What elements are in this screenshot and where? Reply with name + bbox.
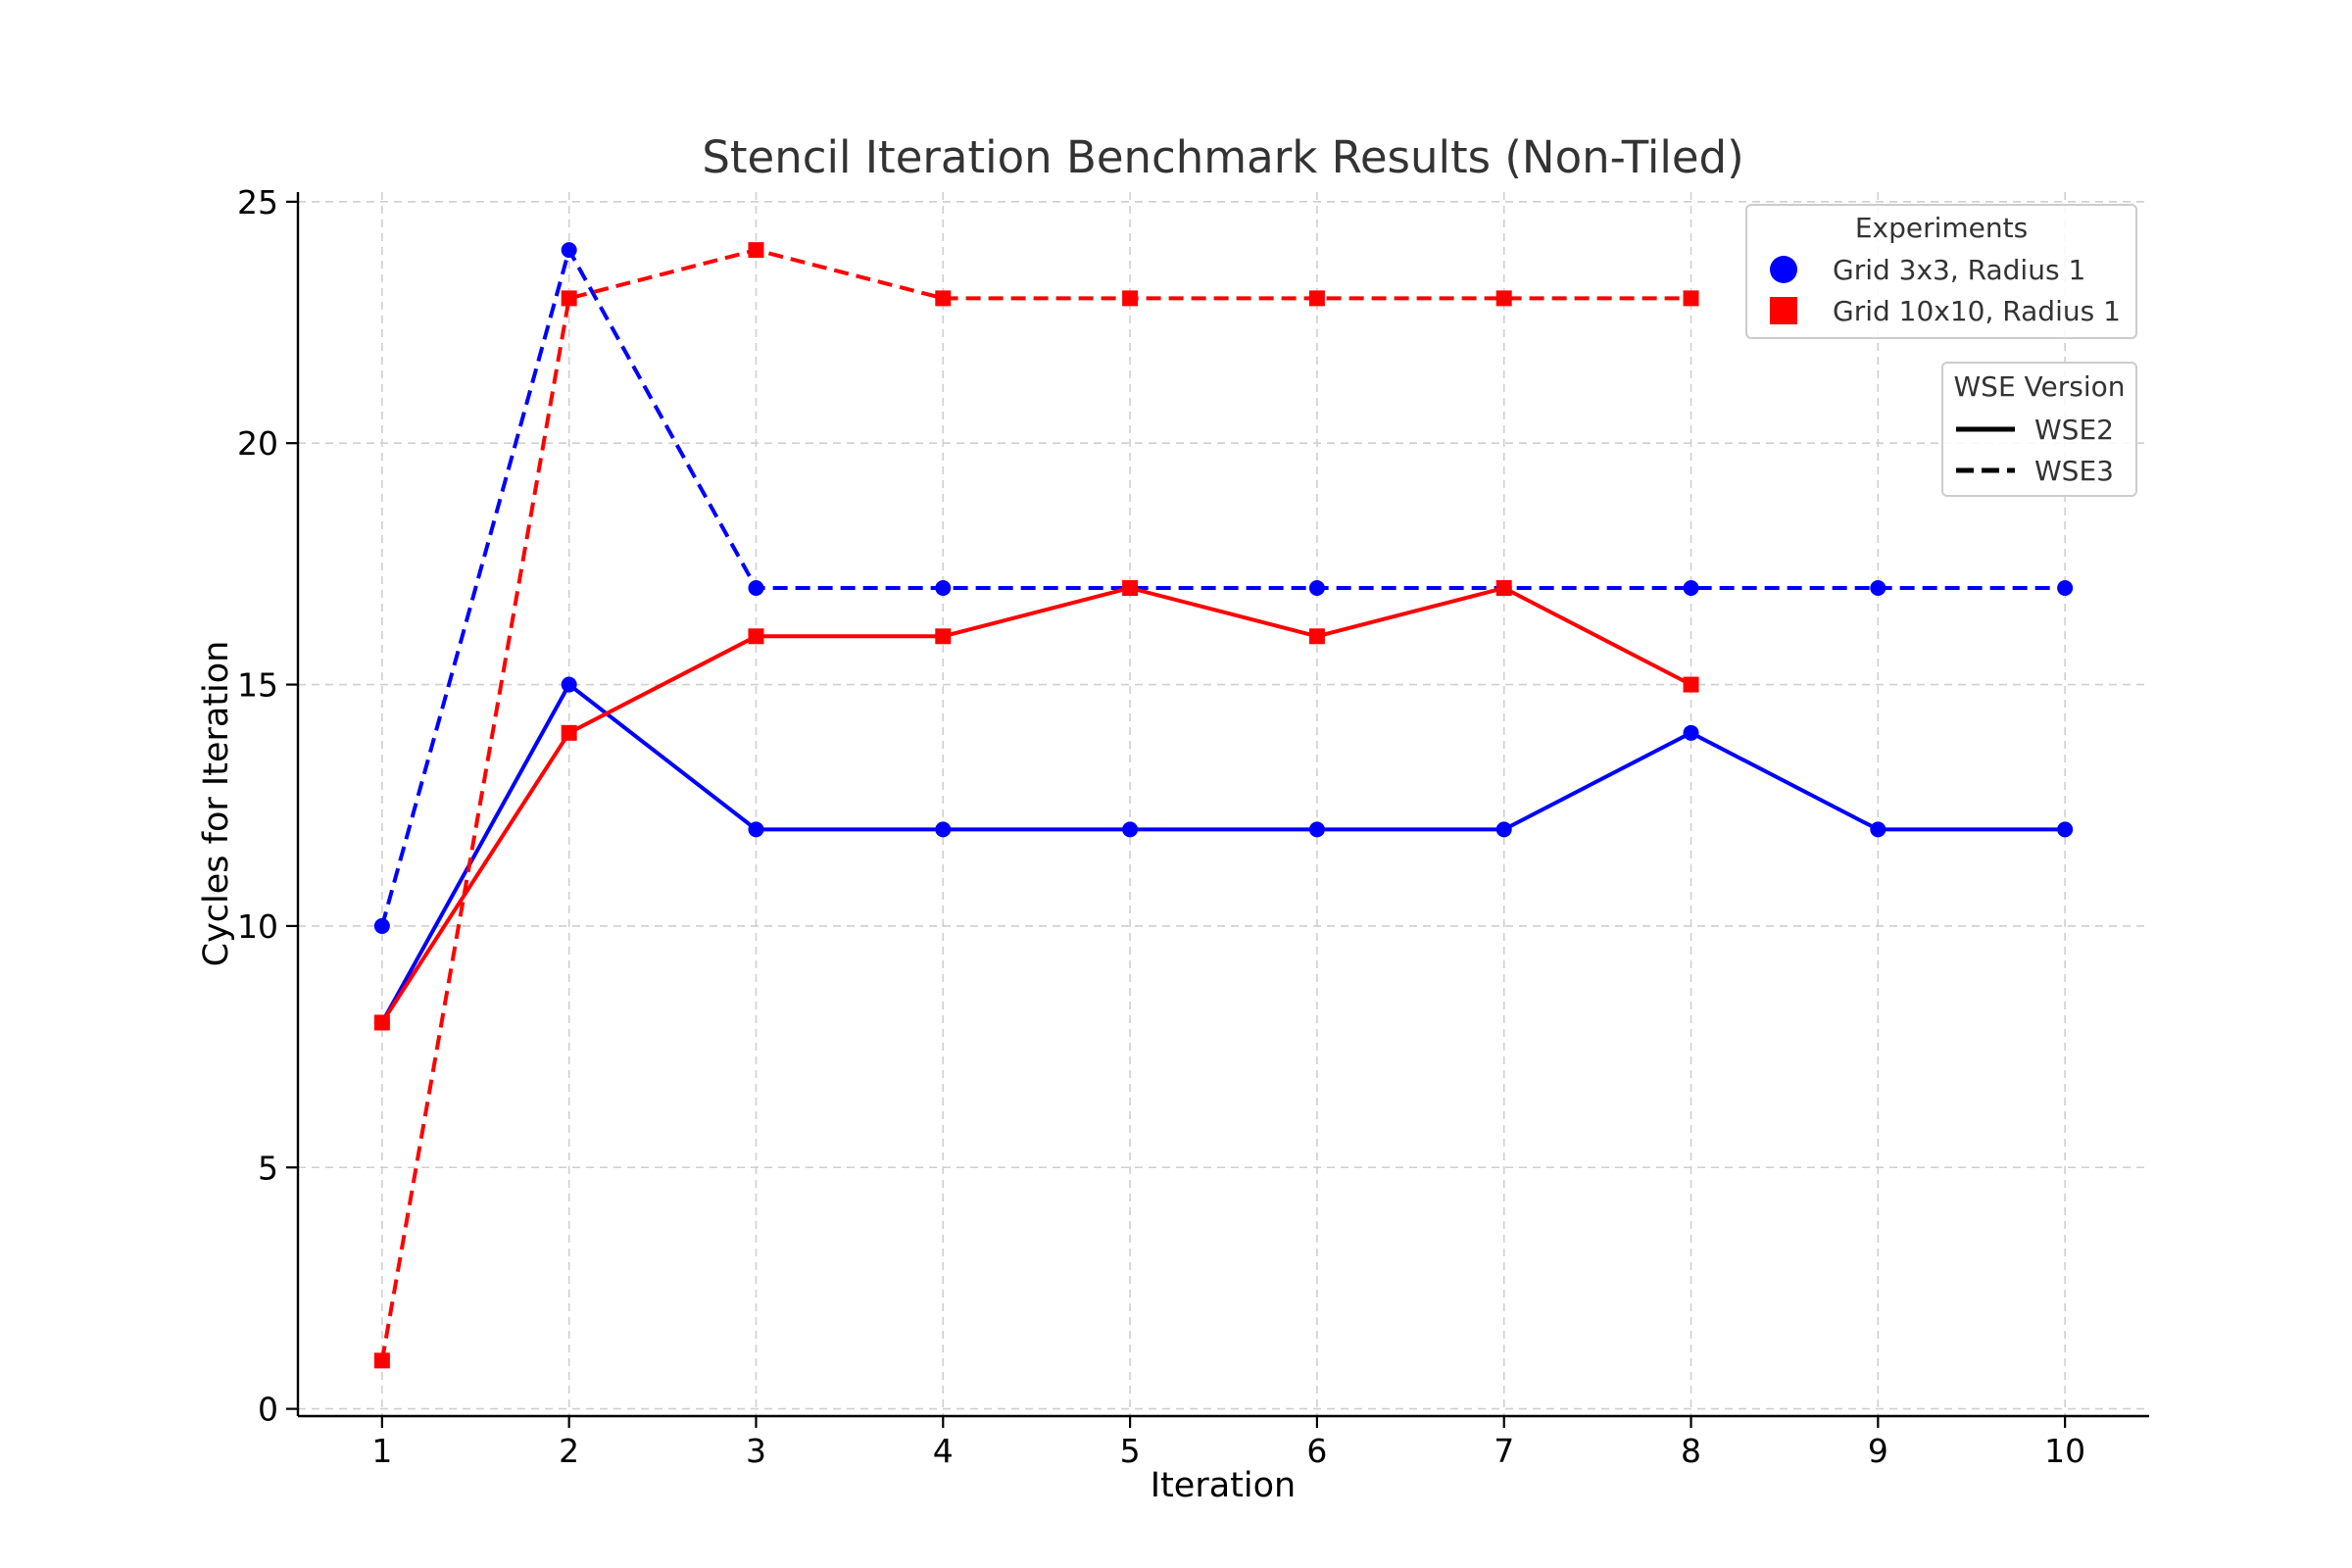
x-tick-label: 4 (933, 1432, 954, 1470)
data-point (373, 1014, 390, 1031)
axis-ticks: 1 2 3 4 5 6 7 8 9 10 0 5 10 15 20 25 (237, 183, 2085, 1470)
y-tick-label: 0 (258, 1391, 278, 1429)
series-grid-10x10-wse3 (373, 242, 1699, 1369)
y-tick-label: 15 (237, 666, 278, 705)
data-point (2057, 580, 2074, 597)
x-tick-label: 9 (1868, 1432, 1888, 1470)
legend-blue-circle-marker (1770, 256, 1797, 283)
data-point (748, 580, 764, 597)
data-point (561, 676, 577, 693)
series-line (380, 682, 2066, 1024)
y-tick-label: 20 (237, 424, 278, 463)
data-point (561, 242, 577, 259)
legend-experiments: Experiments Grid 3x3, Radius 1 Grid 10x1… (1745, 204, 2137, 339)
y-tick-label: 5 (258, 1149, 278, 1187)
chart-title: Stencil Iteration Benchmark Results (Non… (702, 131, 1743, 183)
data-point (373, 1352, 390, 1369)
data-point (748, 242, 764, 259)
legend-wse-version-box (1941, 362, 2137, 497)
data-series (373, 242, 2074, 1369)
legend-experiment-entry: Grid 10x10, Radius 1 (1833, 295, 2121, 327)
data-point (1122, 821, 1139, 838)
series-grid-10x10-wse2 (373, 580, 1699, 1031)
x-tick-label: 1 (371, 1432, 392, 1470)
data-point (1683, 724, 1699, 741)
data-point (1122, 290, 1139, 307)
y-tick-label: 10 (237, 907, 278, 946)
x-tick-label: 8 (1681, 1432, 1701, 1470)
data-point (1495, 580, 1512, 597)
data-point (1870, 821, 1886, 838)
x-tick-label: 2 (559, 1432, 579, 1470)
series-line (379, 248, 1691, 1361)
data-point (1683, 290, 1699, 307)
x-tick-label: 6 (1306, 1432, 1327, 1470)
data-point (748, 628, 764, 645)
data-point (935, 821, 952, 838)
data-point (935, 580, 952, 597)
data-point (561, 724, 577, 741)
axes (296, 192, 2149, 1418)
legend-experiment-entry: Grid 3x3, Radius 1 (1833, 254, 2085, 286)
data-point (2057, 821, 2074, 838)
series-line (380, 586, 1692, 1024)
y-tick-label: 25 (237, 183, 278, 221)
data-point (935, 628, 952, 645)
legend-wse-version: WSE Version WSE2 WSE3 (1941, 362, 2137, 497)
data-point (1870, 580, 1886, 597)
data-point (1308, 628, 1325, 645)
y-axis-title: Cycles for Iteration (197, 641, 236, 967)
data-point (561, 290, 577, 307)
data-point (1495, 290, 1512, 307)
x-tick-label: 3 (746, 1432, 766, 1470)
legend-version-entry: WSE2 (2034, 414, 2114, 446)
x-axis-title: Iteration (1151, 1466, 1296, 1505)
legend-experiments-box (1745, 204, 2137, 339)
legend-experiments-title: Experiments (1855, 212, 2028, 244)
data-point (1683, 580, 1699, 597)
x-tick-label: 5 (1120, 1432, 1141, 1470)
data-point (373, 917, 390, 934)
legend-version-entry: WSE3 (2034, 455, 2114, 487)
data-point (748, 821, 764, 838)
data-point (935, 290, 952, 307)
legend-red-square-marker (1770, 297, 1797, 324)
data-point (1495, 821, 1512, 838)
x-tick-label: 10 (2044, 1432, 2085, 1470)
x-tick-label: 7 (1494, 1432, 1514, 1470)
legend-wse-version-title: WSE Version (1953, 370, 2125, 403)
data-point (1308, 290, 1325, 307)
data-point (1308, 580, 1325, 597)
data-point (1122, 580, 1139, 597)
data-point (1683, 676, 1699, 693)
data-point (1308, 821, 1325, 838)
grid-lines (298, 192, 2149, 1416)
